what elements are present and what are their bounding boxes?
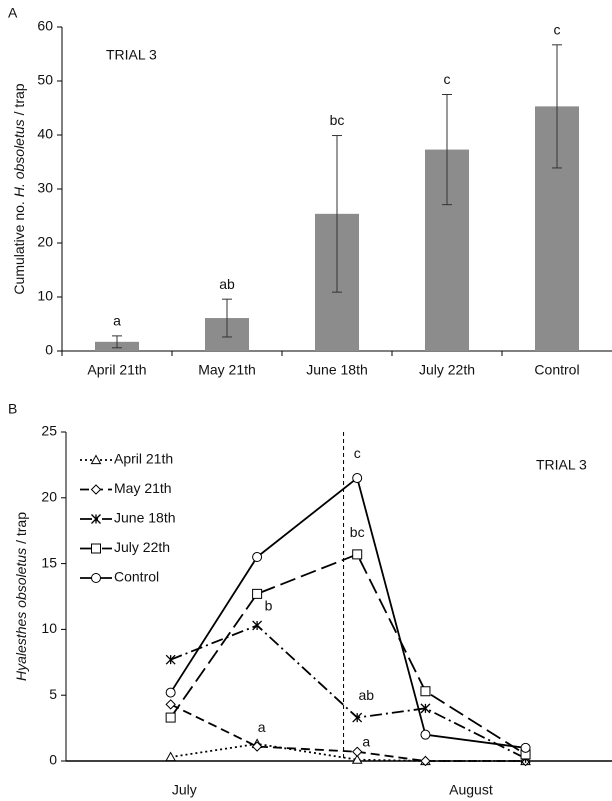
point: [165, 712, 176, 723]
y-axis-label-part: Hyalesthes obsoletus: [13, 548, 29, 681]
legend-label: Control: [114, 569, 159, 585]
y-axis-label: Hyalesthes obsoletus / trap: [13, 512, 29, 681]
legend-marker: [90, 484, 102, 495]
legend-label: June 18th: [114, 510, 176, 526]
point: [351, 746, 363, 757]
point: [252, 552, 263, 563]
series-line: [170, 742, 526, 762]
y-tick-label: 50: [37, 72, 53, 88]
series-line: [169, 553, 527, 756]
legend-marker: [91, 573, 101, 583]
y-axis-label-part: / trap: [11, 83, 27, 115]
x-tick-label: August: [449, 782, 493, 798]
significance-letter: c: [554, 22, 561, 38]
series-line: [170, 703, 526, 762]
point: [420, 755, 431, 767]
point: [420, 729, 431, 740]
point: [520, 742, 531, 753]
y-axis-label-part: Cumulative no.: [11, 201, 27, 294]
y-axis-label-part: / trap: [13, 512, 29, 544]
significance-letter: a: [258, 719, 266, 735]
point: [252, 620, 263, 631]
point: [251, 741, 263, 752]
panel-label: A: [8, 5, 18, 21]
significance-letter: a: [362, 733, 370, 749]
y-tick-label: 40: [37, 126, 53, 142]
y-tick-label: 15: [41, 554, 57, 570]
significance-letter: a: [113, 313, 121, 329]
legend-label: May 21th: [114, 480, 172, 496]
y-tick-label: 0: [45, 342, 53, 358]
legend-label: July 22th: [114, 539, 170, 555]
y-tick-label: 0: [49, 752, 57, 768]
y-tick-label: 10: [41, 620, 57, 636]
significance-letter: bc: [330, 112, 345, 128]
series-line: [169, 476, 526, 749]
significance-letter: ab: [359, 687, 375, 703]
x-tick-label: July: [172, 782, 197, 798]
significance-letter: c: [444, 71, 451, 87]
x-tick-label: May 21th: [198, 362, 256, 378]
panel-subtitle: TRIAL 3: [106, 47, 157, 63]
x-tick-label: July 22th: [419, 362, 475, 378]
y-tick-label: 20: [41, 489, 57, 505]
point: [420, 703, 431, 714]
significance-letter: c: [354, 445, 361, 461]
y-axis-label: Cumulative no. H. obsoletus / trap: [11, 83, 27, 294]
significance-letter: bc: [350, 524, 365, 540]
point: [352, 549, 363, 560]
x-tick-label: April 21th: [87, 362, 146, 378]
point: [420, 686, 431, 697]
point: [351, 754, 363, 764]
legend-marker: [91, 543, 101, 554]
panel-subtitle: TRIAL 3: [536, 457, 587, 473]
x-tick-label: June 18th: [306, 362, 368, 378]
series-line: [170, 624, 526, 760]
point: [352, 473, 363, 484]
significance-letter: ab: [219, 276, 235, 292]
y-tick-label: 30: [37, 180, 53, 196]
point: [352, 712, 363, 723]
legend-marker: [91, 514, 101, 524]
y-tick-label: 20: [37, 234, 53, 250]
point: [165, 751, 176, 762]
point: [165, 699, 176, 710]
y-tick-label: 25: [41, 423, 57, 439]
point: [165, 654, 176, 665]
x-tick-label: Control: [534, 362, 579, 378]
legend-label: April 21th: [114, 451, 173, 467]
y-tick-label: 5: [49, 686, 57, 702]
point: [252, 588, 263, 599]
y-tick-label: 60: [37, 18, 53, 34]
panel-label: B: [8, 401, 17, 417]
y-axis-label-part: H. obsoletus: [11, 119, 27, 197]
point: [165, 687, 176, 698]
y-tick-label: 10: [37, 288, 53, 304]
legend-marker: [90, 454, 102, 465]
significance-letter: b: [265, 598, 273, 614]
